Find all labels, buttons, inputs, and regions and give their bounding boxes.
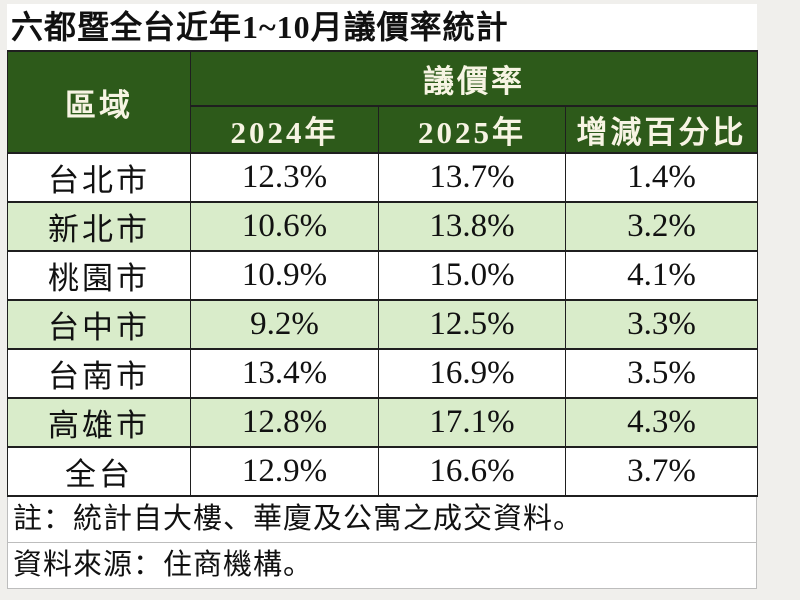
cell-rate-2025: 13.8% [378, 201, 566, 252]
content-area: 六都暨全台近年1~10月議價率統計 區域 議價率 2024年 2025年 增減百… [7, 4, 759, 589]
cell-change: 4.3% [564, 397, 759, 448]
table-row-tainan: 台南市 13.4% 16.9% 3.5% [7, 348, 759, 399]
cell-change: 3.2% [564, 201, 759, 252]
cell-rate-2025: 16.9% [378, 348, 566, 399]
table-row-taichung: 台中市 9.2% 12.5% 3.3% [7, 299, 759, 350]
cell-region: 高雄市 [7, 397, 191, 448]
cell-change: 3.7% [564, 446, 759, 497]
cell-change: 4.1% [564, 250, 759, 301]
cell-region: 台北市 [7, 152, 191, 203]
table-row-kaohsiung: 高雄市 12.8% 17.1% 4.3% [7, 397, 759, 448]
table-row-taiwan-total: 全台 12.9% 16.6% 3.7% [7, 446, 759, 497]
header-row-years: 2024年 2025年 增減百分比 [8, 105, 759, 154]
column-header-2025: 2025年 [378, 105, 566, 154]
column-header-region: 區域 [7, 50, 191, 154]
column-header-change: 增減百分比 [564, 105, 759, 154]
table-row-newtaipei: 新北市 10.6% 13.8% 3.2% [7, 201, 759, 252]
footnotes: 註：統計自大樓、華廈及公寓之成交資料。 資料來源：住商機構。 [7, 497, 757, 589]
cell-region: 全台 [7, 446, 191, 497]
cell-change: 1.4% [564, 152, 759, 203]
cell-rate-2024: 10.6% [190, 201, 379, 252]
cell-rate-2025: 16.6% [378, 446, 566, 497]
table-row-taoyuan: 桃園市 10.9% 15.0% 4.1% [7, 250, 759, 301]
cell-region: 台南市 [7, 348, 191, 399]
column-header-2024: 2024年 [190, 105, 379, 154]
negotiation-rate-table: 區域 議價率 2024年 2025年 增減百分比 台北市 12.3% 13.7%… [7, 50, 759, 497]
cell-rate-2024: 12.9% [190, 446, 379, 497]
cell-region: 新北市 [7, 201, 191, 252]
column-group-header-rate: 議價率 [189, 50, 759, 107]
cell-rate-2024: 12.3% [190, 152, 379, 203]
cell-change: 3.3% [564, 299, 759, 350]
cell-rate-2024: 9.2% [190, 299, 379, 350]
page-title: 六都暨全台近年1~10月議價率統計 [11, 9, 509, 45]
cell-region: 桃園市 [7, 250, 191, 301]
note-methodology: 註：統計自大樓、華廈及公寓之成交資料。 [8, 497, 756, 543]
cell-region: 台中市 [7, 299, 191, 350]
cell-rate-2025: 15.0% [378, 250, 566, 301]
header-row-group: 區域 議價率 [7, 50, 759, 154]
cell-rate-2025: 17.1% [378, 397, 566, 448]
cell-rate-2024: 13.4% [190, 348, 379, 399]
cell-rate-2025: 13.7% [378, 152, 566, 203]
cell-rate-2024: 10.9% [190, 250, 379, 301]
cell-rate-2025: 12.5% [378, 299, 566, 350]
note-data-source: 資料來源：住商機構。 [8, 543, 756, 589]
cell-rate-2024: 12.8% [190, 397, 379, 448]
table-row-taipei: 台北市 12.3% 13.7% 1.4% [7, 152, 759, 203]
cell-change: 3.5% [564, 348, 759, 399]
